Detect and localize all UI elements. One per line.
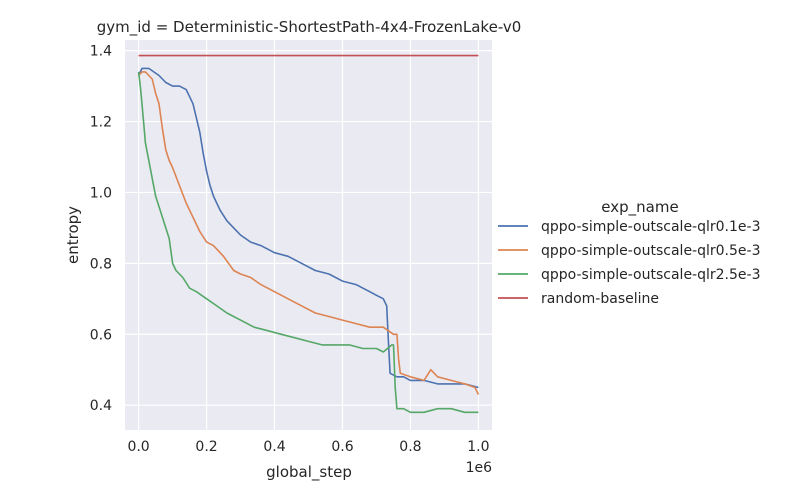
x-offset-text: 1e6 [466,460,493,476]
x-tick-label: 0.6 [331,439,353,455]
y-tick-label: 1.4 [90,44,112,60]
x-axis-label: global_step [266,463,352,482]
legend-title: exp_name [601,198,678,217]
legend-entry: random-baseline [541,291,659,307]
series-line-0 [137,67,479,389]
y-tick-label: 1.2 [90,115,112,131]
y-axis-label: entropy [64,206,82,264]
x-tick-label: 0.8 [399,439,421,455]
x-tick-label: 1.0 [467,439,489,455]
x-tick-labels: 0.0 0.2 0.4 0.6 0.8 1.0 [127,439,489,455]
y-tick-labels: 0.4 0.6 0.8 1.0 1.2 1.4 [90,44,112,415]
legend-entry: qppo-simple-outscale-qlr2.5e-3 [541,267,760,283]
plot-background [125,40,492,430]
x-tick-label: 0.2 [195,439,217,455]
y-tick-label: 0.6 [90,327,112,343]
series-line-1 [138,71,480,395]
y-tick-label: 0.4 [90,398,112,414]
series-lines [137,54,480,414]
legend-entry: qppo-simple-outscale-qlr0.5e-3 [541,243,760,259]
legend-entry: qppo-simple-outscale-qlr0.1e-3 [541,219,760,235]
y-tick-label: 0.8 [90,256,112,272]
legend: exp_name qppo-simple-outscale-qlr0.1e-3 q… [498,198,760,307]
chart-title: gym_id = Deterministic-ShortestPath-4x4-… [97,18,522,37]
grid-lines [125,40,492,430]
x-tick-label: 0.0 [127,439,149,455]
y-tick-label: 1.0 [90,185,112,201]
series-line-2 [137,71,479,414]
x-tick-label: 0.4 [263,439,285,455]
